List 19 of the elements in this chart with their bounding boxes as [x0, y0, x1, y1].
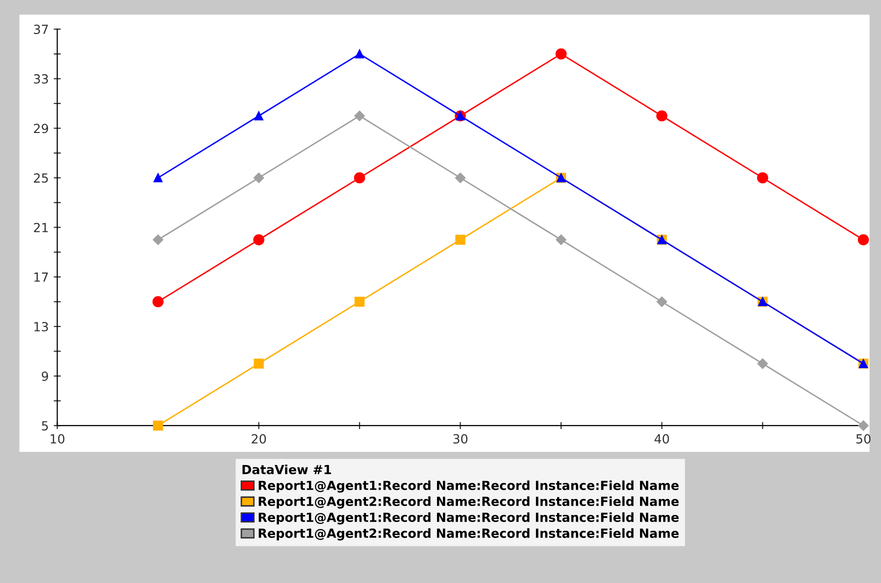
legend-label: Report1@Agent1:Record Name:Record Instance:Field Name	[258, 480, 679, 493]
y-tick-label: 5	[42, 421, 48, 431]
x-tick-label: 30	[453, 434, 468, 444]
y-tick-label: 33	[34, 74, 48, 84]
y-tick-label: 13	[34, 322, 48, 332]
legend-label: Report1@Agent2:Record Name:Record Instance:Field Name	[258, 528, 679, 540]
y-tick-label: 29	[34, 124, 48, 134]
y-tick-label: 17	[34, 272, 48, 282]
y-tick-label: 9	[42, 372, 48, 381]
legend-label: Report1@Agent2:Record Name:Record Instance:Field Name	[258, 496, 679, 509]
x-tick-label: 50	[856, 434, 871, 444]
x-tick-label: 20	[252, 434, 266, 444]
x-tick-label: 10	[50, 434, 64, 444]
x-tick-label: 40	[654, 434, 669, 444]
y-tick-label: 21	[34, 222, 48, 232]
y-tick-label: 25	[34, 173, 48, 183]
legend-title: DataView #1	[242, 464, 332, 474]
y-tick-label: 37	[34, 24, 48, 34]
legend-label: Report1@Agent1:Record Name:Record Instance:Field Name	[258, 512, 679, 525]
